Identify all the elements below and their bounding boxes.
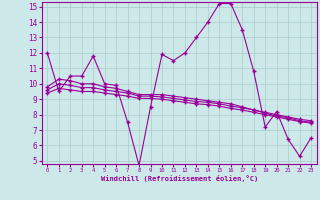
X-axis label: Windchill (Refroidissement éolien,°C): Windchill (Refroidissement éolien,°C) [100, 175, 258, 182]
